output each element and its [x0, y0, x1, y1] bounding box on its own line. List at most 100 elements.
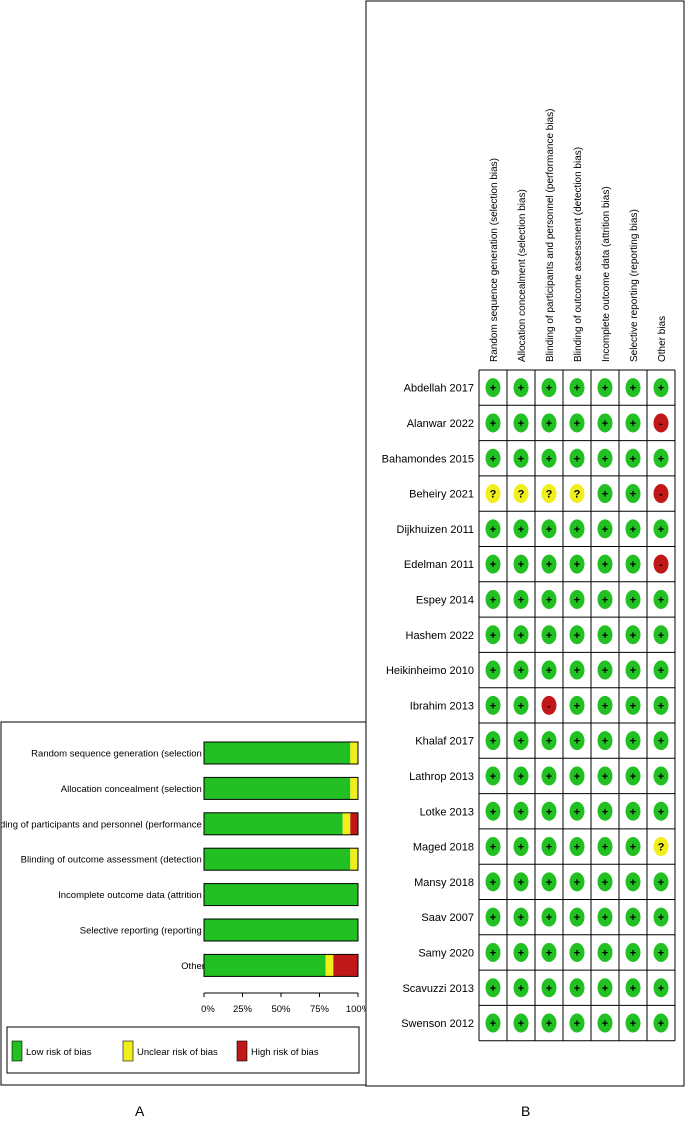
unclear-risk-icon: [569, 484, 585, 504]
judgement-symbol: +: [518, 947, 524, 959]
study-label: Hashem 2022: [406, 630, 475, 642]
judgement-symbol: +: [602, 665, 608, 677]
judgement-symbol: ?: [658, 842, 665, 854]
judgement-symbol: ?: [574, 489, 581, 501]
low-risk-icon: [597, 907, 613, 927]
judgement-symbol: +: [574, 1018, 580, 1030]
low-risk-icon: [625, 413, 641, 433]
judgement-symbol: +: [574, 594, 580, 606]
low-risk-icon: [513, 731, 529, 751]
low-risk-icon: [485, 589, 501, 609]
low-risk-icon: [513, 872, 529, 892]
judgement-symbol: +: [546, 594, 552, 606]
low-risk-icon: [513, 519, 529, 539]
low-risk-icon: [513, 942, 529, 962]
low-risk-icon: [653, 801, 669, 821]
judgement-symbol: +: [630, 1018, 636, 1030]
judgement-symbol: +: [490, 594, 496, 606]
low-risk-icon: [541, 378, 557, 398]
legend: Low risk of bias Unclear risk of bias High…: [6, 1026, 360, 1074]
domain-header: Blinding of outcome assessment (detectio…: [573, 147, 584, 362]
judgement-symbol: +: [490, 947, 496, 959]
judgement-symbol: +: [630, 489, 636, 501]
judgement-symbol: +: [518, 524, 524, 536]
low-risk-icon: [541, 448, 557, 468]
low-risk-icon: [597, 731, 613, 751]
legend-frame: [6, 1026, 360, 1074]
low-risk-icon: [485, 625, 501, 645]
bar-segment-low: [204, 812, 343, 835]
low-risk-icon: [513, 801, 529, 821]
judgement-symbol: +: [630, 559, 636, 571]
low-risk-icon: [625, 695, 641, 715]
judgement-symbol: +: [602, 771, 608, 783]
low-risk-icon: [625, 731, 641, 751]
study-label: Dijkhuizen 2011: [397, 524, 474, 536]
bar-segment-low: [204, 777, 351, 800]
judgement-symbol: +: [630, 771, 636, 783]
category-label: Random sequence generation (selection bi…: [31, 749, 225, 760]
judgement-symbol: +: [518, 983, 524, 995]
low-risk-icon: [625, 907, 641, 927]
unclear-risk-icon: [485, 484, 501, 504]
judgement-symbol: +: [574, 771, 580, 783]
low-risk-icon: [541, 519, 557, 539]
domain-header: Allocation concealment (selection bias): [517, 189, 528, 362]
low-risk-icon: [541, 625, 557, 645]
judgement-symbol: +: [658, 594, 664, 606]
study-label: Samy 2020: [418, 947, 474, 959]
judgement-symbol: +: [574, 983, 580, 995]
low-risk-icon: [541, 766, 557, 786]
low-risk-icon: [625, 801, 641, 821]
judgement-symbol: +: [546, 877, 552, 889]
low-risk-icon: [653, 1013, 669, 1033]
legend-swatch: [236, 1040, 248, 1062]
domain-header: Other bias: [657, 316, 668, 362]
low-risk-icon: [653, 942, 669, 962]
judgement-symbol: +: [518, 771, 524, 783]
high-risk-icon: [653, 554, 669, 574]
low-risk-icon: [653, 448, 669, 468]
stacked-bars: [203, 741, 359, 977]
low-risk-icon: [625, 484, 641, 504]
bar-outline: [203, 883, 359, 907]
low-risk-icon: [541, 978, 557, 998]
high-risk-icon: [653, 413, 669, 433]
legend-swatch: [11, 1040, 23, 1062]
bar-outline: [203, 776, 359, 800]
judgement-symbol: +: [518, 842, 524, 854]
judgement-symbol: +: [658, 736, 664, 748]
judgement-symbol: +: [630, 594, 636, 606]
judgement-symbol: +: [630, 806, 636, 818]
judgement-symbol: +: [602, 842, 608, 854]
low-risk-icon: [485, 554, 501, 574]
judgement-symbol: +: [546, 630, 552, 642]
low-risk-icon: [569, 554, 585, 574]
study-label: Lotke 2013: [420, 806, 474, 818]
judgement-symbol: +: [546, 842, 552, 854]
judgement-symbol: +: [602, 383, 608, 395]
judgement-symbol: +: [490, 771, 496, 783]
low-risk-icon: [485, 801, 501, 821]
domain-header: Incomplete outcome data (attrition bias): [601, 186, 612, 362]
low-risk-icon: [569, 378, 585, 398]
low-risk-icon: [625, 625, 641, 645]
judgement-symbol: +: [602, 912, 608, 924]
judgement-symbol: +: [658, 771, 664, 783]
judgement-symbol: -: [547, 700, 551, 712]
legend-label: Unclear risk of bias: [137, 1047, 218, 1058]
x-tick-label: 25%: [233, 1004, 253, 1015]
low-risk-icon: [597, 837, 613, 857]
judgement-symbol: +: [658, 947, 664, 959]
judgement-symbol: +: [602, 983, 608, 995]
low-risk-icon: [485, 660, 501, 680]
judgement-symbol: +: [630, 912, 636, 924]
study-label: Lathrop 2013: [409, 771, 474, 783]
study-label: Swenson 2012: [401, 1018, 474, 1030]
x-tick-label: 75%: [310, 1004, 330, 1015]
low-risk-icon: [597, 695, 613, 715]
judgement-symbol: +: [658, 665, 664, 677]
category-label: Blinding of participants and personnel (…: [0, 819, 225, 830]
risk-of-bias-summary-table: Random sequence generation (selection bi…: [365, 0, 685, 1087]
judgement-symbol: +: [630, 630, 636, 642]
